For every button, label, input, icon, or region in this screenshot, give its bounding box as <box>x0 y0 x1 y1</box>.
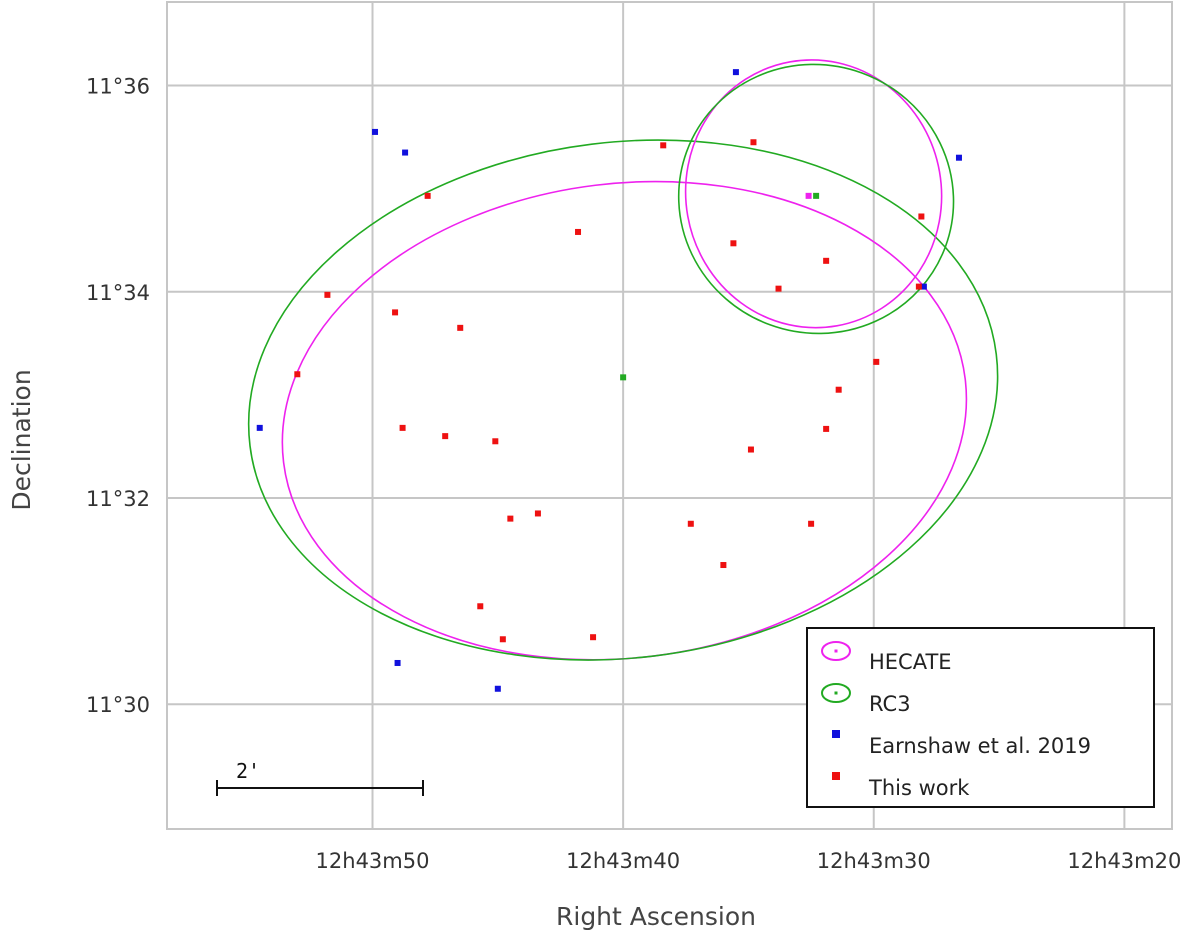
point-earnshaw-et-al-2019-7 <box>920 283 927 290</box>
point-this-work-1 <box>750 139 757 146</box>
plot-frame <box>166 1 1173 830</box>
x-tick-label-1: 12h43m40 <box>566 849 680 873</box>
point-earnshaw-et-al-2019-2 <box>372 128 379 135</box>
point-earnshaw-et-al-2019-3 <box>256 424 263 431</box>
point-earnshaw-et-al-2019-0 <box>732 69 739 76</box>
y-tick-label-2: 11°32 <box>86 487 150 511</box>
tick-labels: 12h43m50 12h43m40 12h43m30 12h43m20 11°36 11°… <box>86 75 1181 873</box>
legend-swatch-earnshaw-et-al-2019 <box>832 730 840 738</box>
scale-bar: 2' <box>216 759 424 796</box>
galaxy-ellipse-rc3-1 <box>247 139 999 661</box>
point-earnshaw-et-al-2019-6 <box>955 154 962 161</box>
point-hecate-0 <box>805 192 812 199</box>
scale-bar-label: 2' <box>236 759 260 783</box>
point-earnshaw-et-al-2019-4 <box>394 659 401 666</box>
point-this-work-14 <box>442 433 449 440</box>
point-this-work-10 <box>392 309 399 316</box>
point-this-work-0 <box>660 142 667 149</box>
point-earnshaw-et-al-2019-1 <box>402 149 409 156</box>
point-this-work-25 <box>477 603 484 610</box>
point-this-work-22 <box>747 446 754 453</box>
x-tick-label-3: 12h43m20 <box>1067 849 1181 873</box>
legend-swatch-dot-hecate <box>834 649 838 653</box>
point-this-work-18 <box>687 520 694 527</box>
x-tick-label-2: 12h43m30 <box>817 849 931 873</box>
point-this-work-24 <box>823 425 830 432</box>
legend-swatch-this-work <box>832 772 840 780</box>
point-this-work-7 <box>918 213 925 220</box>
point-this-work-15 <box>492 438 499 445</box>
legend-swatch-dot-rc3 <box>834 691 838 695</box>
point-this-work-4 <box>730 240 737 247</box>
y-tick-label-0: 11°36 <box>86 75 150 99</box>
point-this-work-21 <box>835 386 842 393</box>
legend-box <box>806 627 1155 808</box>
point-this-work-2 <box>424 192 431 199</box>
point-this-work-11 <box>457 324 464 331</box>
point-earnshaw-et-al-2019-5 <box>494 685 501 692</box>
y-tick-label-3: 11°30 <box>86 693 150 717</box>
ellipse-layer <box>247 59 999 661</box>
point-rc3-0 <box>813 192 820 199</box>
point-this-work-3 <box>575 228 582 235</box>
galaxy-ellipse-rc3-3 <box>677 63 955 335</box>
x-tick-label-0: 12h43m50 <box>316 849 430 873</box>
point-rc3-1 <box>620 374 627 381</box>
point-this-work-9 <box>324 291 331 298</box>
point-layer <box>256 69 962 692</box>
legend-label-rc3: RC3 <box>869 692 911 716</box>
y-tick-label-1: 11°34 <box>86 281 150 305</box>
point-this-work-8 <box>915 283 922 290</box>
point-this-work-17 <box>534 510 541 517</box>
legend-swatch-rc3 <box>821 683 851 703</box>
point-this-work-5 <box>775 285 782 292</box>
point-this-work-23 <box>873 358 880 365</box>
legend-swatch-hecate <box>821 641 851 661</box>
legend-label-earnshaw-et-al-2019: Earnshaw et al. 2019 <box>869 734 1091 758</box>
point-this-work-13 <box>399 424 406 431</box>
point-this-work-26 <box>499 636 506 643</box>
point-this-work-12 <box>294 371 301 378</box>
legend: HECATE RC3 Earnshaw et al. 2019 This work <box>806 627 1155 808</box>
y-axis-title: Declination <box>7 369 36 510</box>
legend-label-hecate: HECATE <box>869 650 952 674</box>
point-this-work-19 <box>720 562 727 569</box>
grid-lines <box>167 2 1172 829</box>
point-this-work-6 <box>823 257 830 264</box>
point-this-work-16 <box>507 515 514 522</box>
point-this-work-20 <box>808 520 815 527</box>
legend-label-this-work: This work <box>868 776 970 800</box>
point-this-work-27 <box>590 634 597 641</box>
x-axis-title: Right Ascension <box>556 902 756 931</box>
galaxy-ellipse-hecate-2 <box>684 59 943 329</box>
